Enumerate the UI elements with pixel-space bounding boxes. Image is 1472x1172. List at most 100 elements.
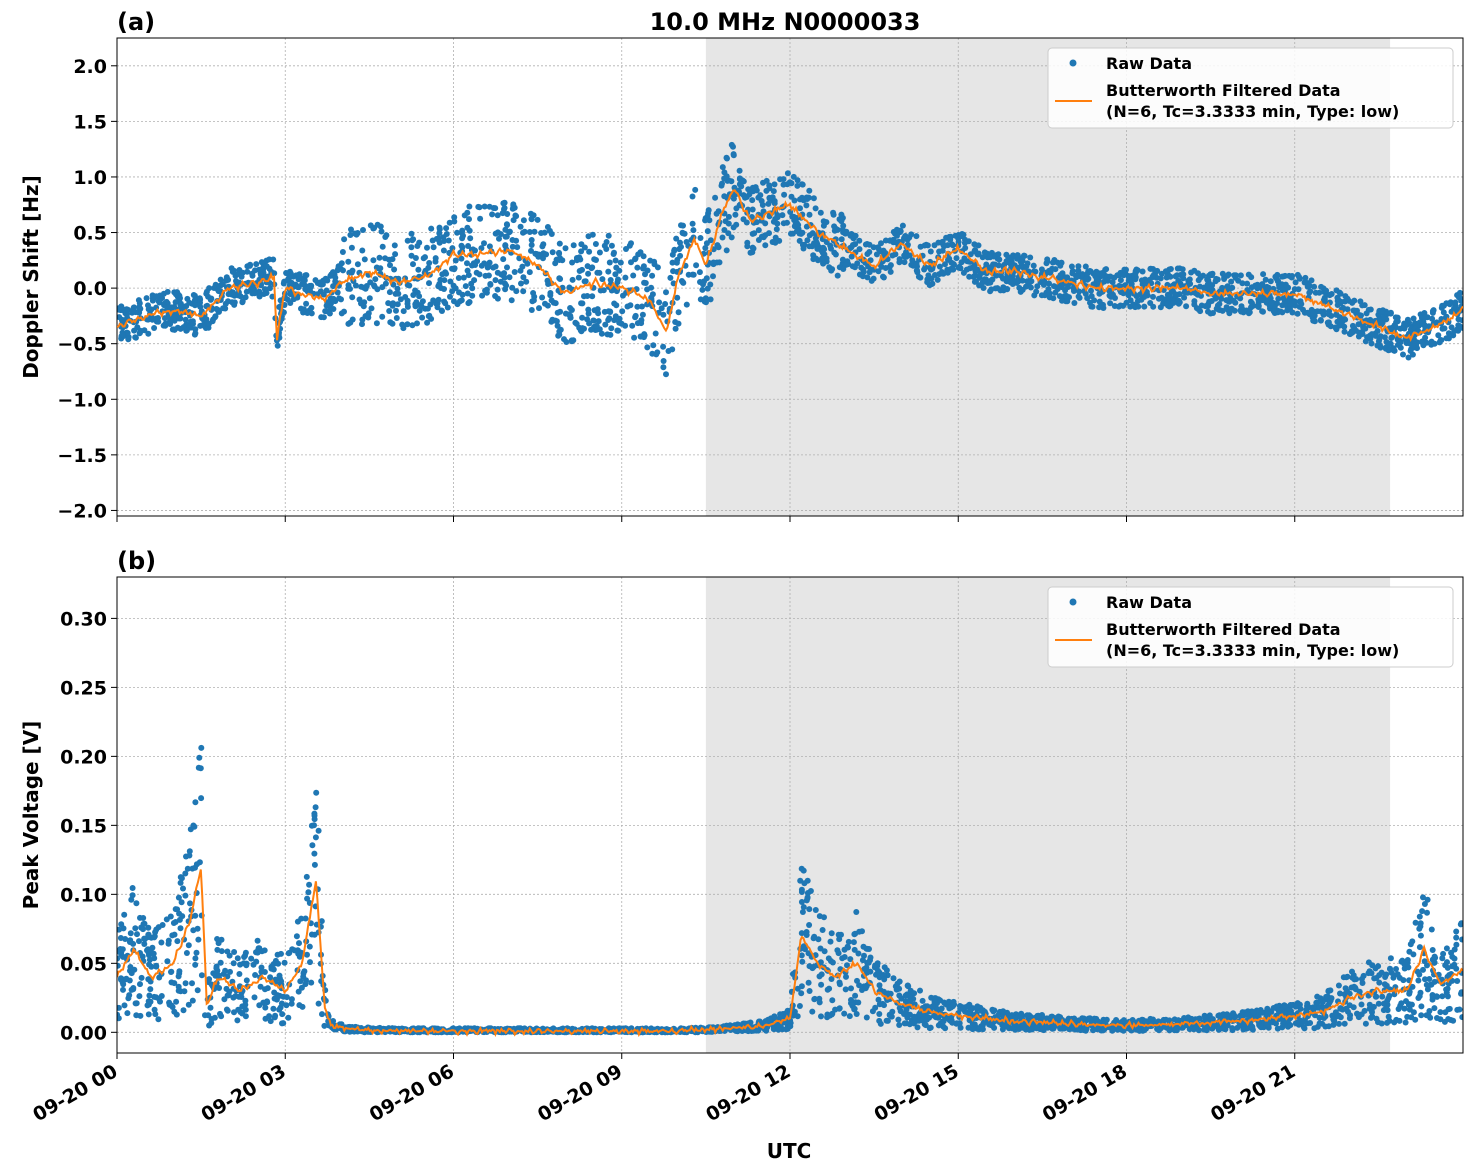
raw-point (611, 300, 618, 307)
raw-point (1076, 288, 1083, 295)
raw-point (667, 274, 674, 281)
raw-point (177, 879, 184, 886)
raw-point (940, 270, 947, 277)
raw-point (798, 990, 805, 997)
raw-point (528, 242, 535, 248)
raw-point (719, 164, 726, 171)
raw-point (628, 259, 634, 266)
raw-point (1459, 1014, 1463, 1021)
raw-point (177, 302, 184, 308)
raw-point (917, 243, 924, 250)
raw-point (1059, 297, 1065, 304)
raw-point (1107, 293, 1114, 300)
raw-point (131, 966, 138, 973)
raw-point (841, 1010, 848, 1017)
raw-point (444, 304, 451, 311)
raw-point (239, 1010, 246, 1017)
raw-point (296, 940, 302, 947)
raw-point (1410, 1009, 1417, 1016)
raw-point (1071, 300, 1078, 306)
raw-point (733, 205, 740, 212)
raw-point (1014, 252, 1021, 259)
raw-point (252, 267, 258, 274)
raw-point (1208, 272, 1215, 279)
raw-point (1325, 311, 1332, 318)
raw-point (249, 272, 256, 279)
raw-point (832, 225, 839, 232)
raw-point (876, 982, 883, 989)
raw-point (1387, 955, 1394, 962)
raw-point (186, 852, 193, 859)
y-tick-label: 1.0 (73, 167, 107, 189)
raw-point (1440, 309, 1447, 316)
raw-point (469, 292, 476, 299)
raw-point (1229, 1025, 1236, 1032)
raw-point (639, 311, 646, 318)
raw-point (855, 999, 862, 1006)
raw-point (287, 273, 294, 280)
raw-point (1073, 272, 1079, 279)
raw-point (703, 275, 710, 282)
raw-point (117, 962, 121, 969)
raw-point (145, 1011, 152, 1018)
raw-point (318, 918, 325, 925)
raw-point (462, 283, 469, 290)
raw-point (771, 181, 778, 188)
raw-point (194, 987, 201, 994)
raw-point (389, 320, 396, 327)
raw-point (719, 180, 725, 187)
raw-point (868, 277, 875, 284)
y-tick-label: 0.5 (73, 223, 107, 245)
raw-point (312, 804, 319, 811)
raw-point (825, 955, 832, 962)
raw-point (222, 300, 229, 307)
raw-point (1150, 293, 1156, 300)
raw-point (1254, 302, 1261, 309)
raw-point (1301, 1025, 1308, 1032)
raw-point (436, 226, 443, 233)
raw-point (1424, 986, 1431, 993)
raw-point (710, 259, 717, 266)
raw-point (129, 307, 136, 314)
raw-point (760, 179, 766, 186)
raw-point (601, 308, 608, 315)
raw-point (586, 320, 593, 327)
raw-point (1264, 1021, 1271, 1028)
raw-point (1195, 277, 1202, 284)
raw-point (562, 245, 569, 252)
raw-point (465, 272, 472, 279)
raw-point (683, 239, 690, 245)
raw-point (674, 294, 681, 301)
raw-point (1302, 274, 1309, 281)
raw-point (332, 274, 339, 281)
raw-point (206, 320, 212, 327)
raw-point (860, 268, 867, 275)
raw-point (1093, 271, 1100, 277)
raw-point (828, 245, 834, 252)
raw-point (538, 230, 545, 236)
raw-point (302, 915, 309, 922)
raw-point (443, 225, 450, 232)
raw-point (683, 301, 690, 308)
raw-point (976, 282, 983, 289)
raw-point (1424, 896, 1431, 903)
raw-point (287, 300, 294, 306)
raw-point (599, 276, 606, 283)
raw-point (660, 364, 667, 371)
raw-point (689, 193, 696, 200)
raw-point (224, 948, 231, 955)
raw-point (196, 295, 203, 302)
raw-point (591, 256, 598, 263)
raw-point (392, 251, 399, 258)
raw-point (360, 227, 366, 233)
raw-point (251, 994, 258, 1001)
raw-point (1172, 291, 1179, 298)
raw-point (552, 260, 559, 267)
raw-point (308, 304, 315, 311)
raw-point (451, 266, 458, 273)
raw-point (466, 299, 473, 305)
raw-point (890, 975, 897, 982)
raw-point (902, 233, 909, 240)
raw-point (567, 305, 574, 311)
